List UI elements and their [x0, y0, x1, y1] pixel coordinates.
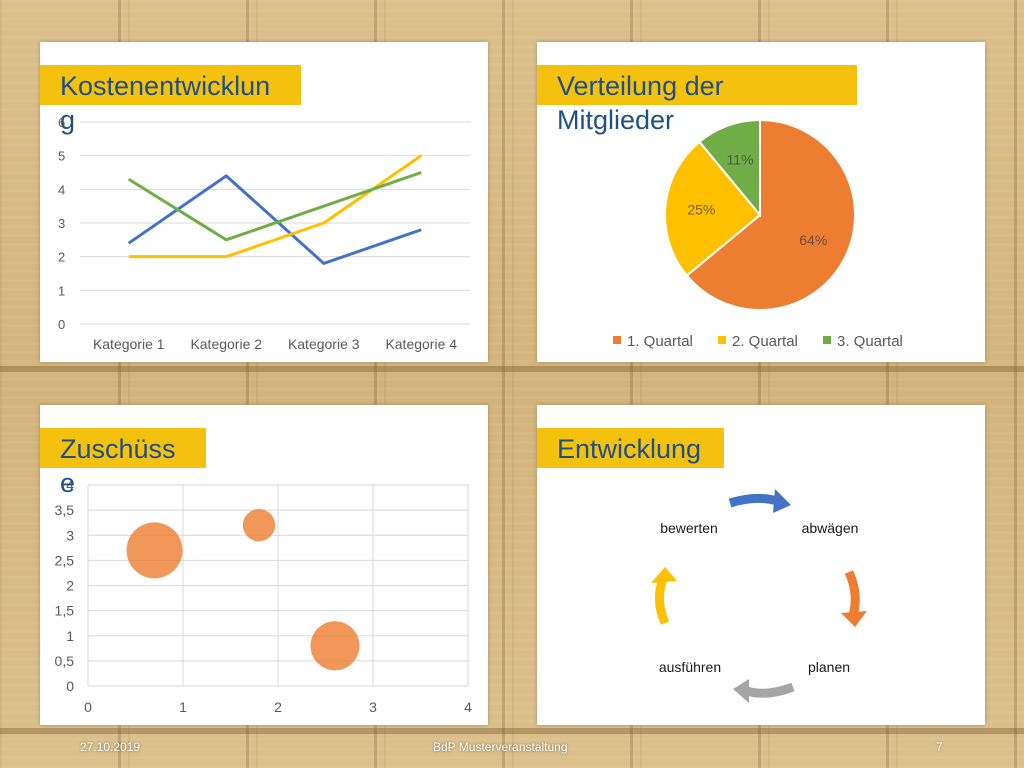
panel-title-member-distribution: Verteilung der Mitglieder [557, 71, 724, 135]
wood-band [0, 728, 1024, 734]
y-tick-label: 2,5 [55, 552, 75, 568]
y-tick-label: 0 [58, 317, 65, 332]
y-tick-label: 4 [66, 477, 74, 493]
y-tick-label: 0,5 [55, 653, 75, 669]
blue-arrow-icon [728, 489, 791, 513]
yellow-arrow-icon [651, 567, 677, 625]
x-tick-label: Kategorie 3 [288, 336, 360, 352]
y-tick-label: 3 [58, 216, 65, 231]
y-tick-label: 6 [58, 115, 65, 130]
line-chart: 0 1 2 3 4 5 6 Kategorie 1 Kategorie 2 Kategorie … [58, 115, 470, 352]
page-number: 7 [936, 740, 943, 754]
cycle-step-label: ausführen [659, 659, 721, 675]
title-bar [40, 428, 206, 468]
bubble-point [242, 509, 276, 542]
y-tick-label: 0 [66, 678, 74, 694]
y-tick-label: 1,5 [55, 603, 75, 619]
panel-title-development: Entwicklung [557, 434, 702, 464]
pie-slice [698, 118, 761, 218]
pie-slice [664, 140, 762, 277]
y-tick-label: 3 [66, 527, 74, 543]
orange-arrow-icon [841, 570, 867, 627]
legend-swatch [613, 336, 621, 344]
wood-band [0, 366, 1024, 372]
x-tick-label: 4 [464, 699, 472, 715]
title-bar [537, 428, 724, 468]
cycle-step-label: planen [808, 659, 850, 675]
x-tick-label: 2 [274, 699, 282, 715]
legend-swatch [718, 336, 726, 344]
cycle-step-label: bewerten [660, 520, 718, 536]
y-tick-label: 5 [58, 149, 65, 164]
legend-label: 1. Quartal [627, 333, 693, 350]
pie-data-label: 64% [799, 232, 827, 248]
title-bar [40, 65, 301, 105]
pie-data-label: 25% [687, 201, 715, 217]
y-tick-label: 2 [66, 578, 74, 594]
footer-date: 27.10.2019 [80, 740, 141, 754]
bubble-point [310, 621, 360, 671]
pie-data-label: 11% [727, 152, 754, 168]
x-tick-label: 0 [84, 699, 92, 715]
x-tick-label: Kategorie 2 [190, 336, 262, 352]
y-tick-label: 3,5 [55, 502, 75, 518]
cycle-step-label: abwägen [802, 520, 859, 536]
panel-title-cost-development: Kostenentwicklung [60, 71, 271, 135]
cycle-diagram: abwägen planen ausführen bewerten [651, 489, 867, 703]
y-tick-label: 2 [58, 250, 65, 265]
legend-label: 2. Quartal [732, 333, 798, 350]
pie-slice [685, 118, 856, 311]
series-line-3 [127, 171, 422, 242]
panel-title-subsidies: Zuschüsse [60, 434, 176, 498]
y-tick-label: 4 [58, 182, 65, 197]
pie-chart: 64% 25% 11% 1. Quartal 2. Quartal 3. Quartal [613, 118, 903, 350]
title-bar [537, 65, 857, 105]
x-tick-label: 3 [369, 699, 377, 715]
legend-label: 3. Quartal [837, 333, 903, 350]
y-tick-label: 1 [66, 628, 74, 644]
x-tick-label: 1 [179, 699, 187, 715]
gray-arrow-icon [733, 679, 795, 703]
x-tick-label: Kategorie 1 [93, 336, 165, 352]
bubble-point [126, 522, 183, 579]
x-tick-label: Kategorie 4 [385, 336, 457, 352]
bubble-chart: 0 0,5 1 1,5 2 2,5 3 3,5 4 0 1 2 3 4 [55, 477, 473, 715]
footer-center: BdP Musterveranstaltung [433, 740, 568, 754]
legend-swatch [823, 336, 831, 344]
y-tick-label: 1 [58, 283, 65, 298]
